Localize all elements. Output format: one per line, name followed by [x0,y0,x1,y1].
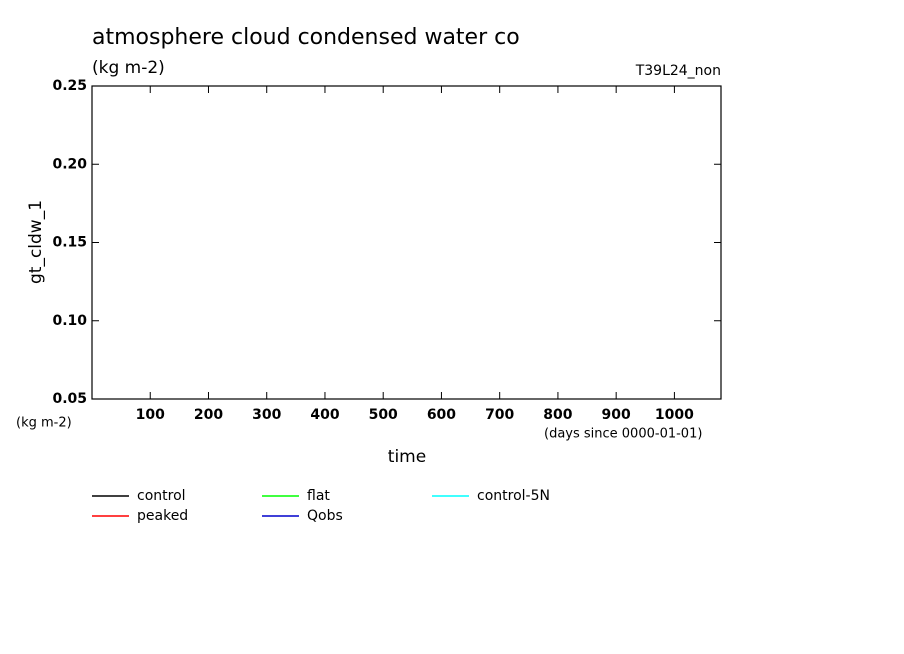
chart-title: atmosphere cloud condensed water co [92,25,520,50]
legend-label: peaked [137,508,188,524]
y-tick-label: 0.20 [52,156,87,172]
legend-label: Qobs [307,508,343,524]
legend-label: control-5N [477,488,550,504]
x-tick-label: 800 [543,407,572,423]
y-tick-label: 0.05 [52,391,87,407]
x-tick-label: 300 [252,407,281,423]
y-axis-label: gt_cldw_1 [26,200,46,284]
x-axis-label: time [388,447,426,467]
chart-subtitle: (kg m-2) [92,58,165,78]
y-tick-label: 0.10 [52,313,87,329]
x-tick-label: 900 [602,407,631,423]
x-tick-label: 500 [369,407,398,423]
x-tick-label: 600 [427,407,456,423]
x-tick-label: 200 [194,407,223,423]
y-tick-label: 0.25 [52,78,87,94]
x-unit-label: (days since 0000-01-01) [544,427,702,442]
y-tick-label: 0.15 [52,235,87,251]
legend-label: flat [307,488,330,504]
annotation: T39L24_non [635,63,721,79]
x-tick-label: 400 [310,407,339,423]
y-unit-label: (kg m-2) [16,416,72,431]
x-tick-label: 700 [485,407,514,423]
x-tick-label: 100 [136,407,165,423]
legend-label: control [137,488,186,504]
plot-frame [91,85,722,400]
x-tick-label: 1000 [655,407,694,423]
